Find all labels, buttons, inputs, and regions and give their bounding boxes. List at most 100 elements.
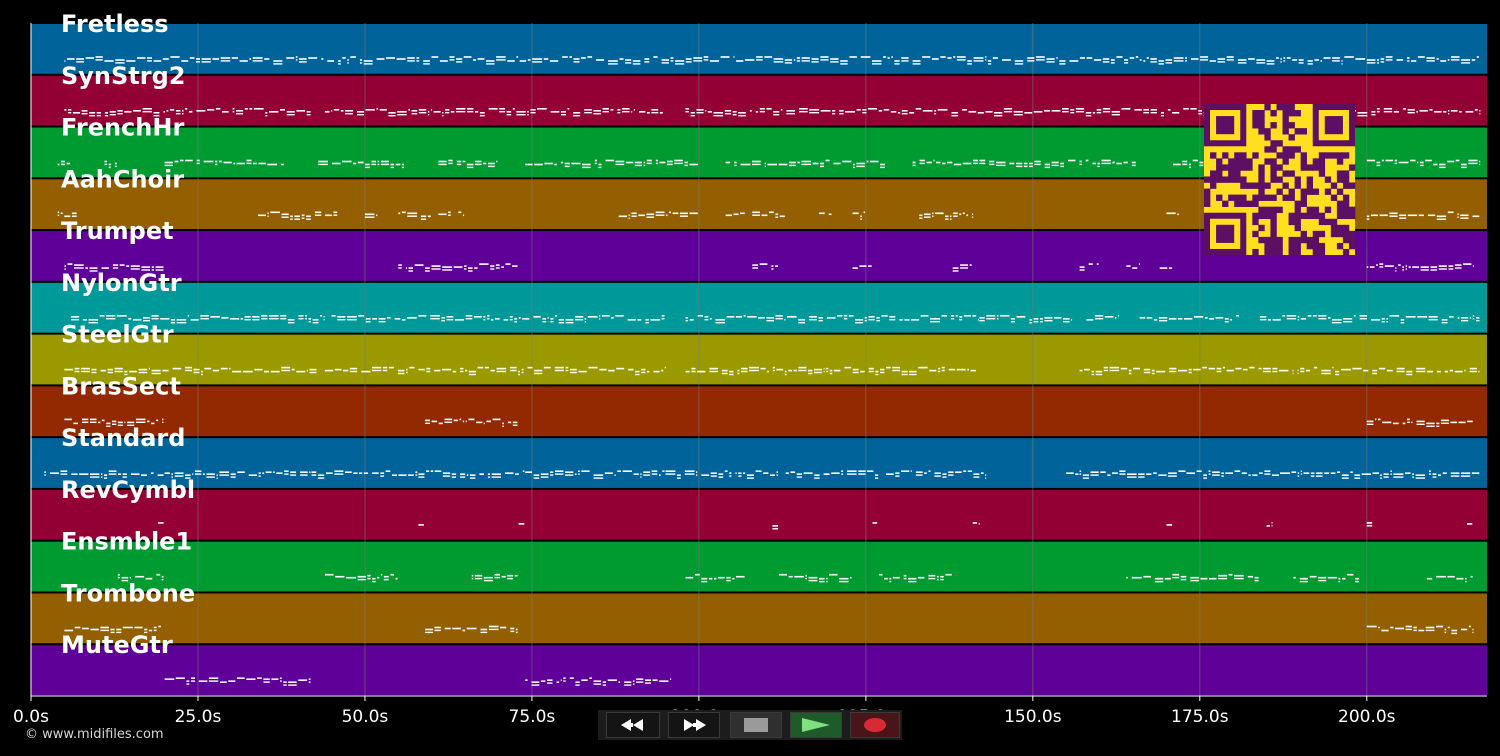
note xyxy=(298,679,308,681)
note xyxy=(643,164,646,167)
note xyxy=(487,318,490,320)
rewind-button[interactable] xyxy=(606,712,660,738)
note xyxy=(151,266,154,268)
qr-module xyxy=(1258,206,1265,214)
note xyxy=(1254,579,1259,582)
note xyxy=(690,115,695,117)
note xyxy=(496,59,506,61)
note xyxy=(889,577,892,580)
note xyxy=(864,317,867,319)
fast-forward-button[interactable] xyxy=(668,712,720,738)
note xyxy=(1396,367,1405,370)
note xyxy=(89,421,97,423)
note xyxy=(509,316,513,318)
note xyxy=(1393,476,1404,478)
note xyxy=(1138,263,1140,265)
note xyxy=(1357,112,1368,114)
note xyxy=(64,109,67,111)
note xyxy=(122,473,127,475)
track-lane-mutegtr xyxy=(31,645,1487,695)
note xyxy=(985,477,987,479)
play-button[interactable] xyxy=(790,712,842,738)
note xyxy=(1440,60,1447,62)
note xyxy=(1241,472,1247,474)
note xyxy=(118,473,122,475)
stop-button[interactable] xyxy=(730,712,782,738)
note xyxy=(1320,60,1322,62)
qr-module xyxy=(1294,212,1301,220)
note xyxy=(291,368,295,371)
record-button[interactable] xyxy=(850,712,900,738)
qr-module xyxy=(1294,128,1301,135)
note xyxy=(575,681,580,683)
note xyxy=(1425,159,1432,162)
note xyxy=(64,268,66,270)
note xyxy=(634,164,642,167)
note xyxy=(1472,315,1475,317)
qr-module xyxy=(1252,194,1259,201)
qr-module xyxy=(1234,194,1241,201)
note xyxy=(212,58,220,60)
tick-label: 175.0s xyxy=(1171,707,1229,727)
note xyxy=(1185,57,1187,59)
note xyxy=(372,318,377,320)
note xyxy=(684,473,695,475)
qr-module xyxy=(1312,242,1320,250)
note xyxy=(67,58,75,60)
note xyxy=(1378,626,1380,629)
note xyxy=(1465,577,1467,580)
qr-module xyxy=(1252,110,1259,117)
note xyxy=(1469,367,1477,370)
note xyxy=(646,159,652,162)
note xyxy=(1075,108,1085,110)
note xyxy=(674,162,683,165)
note xyxy=(269,111,279,113)
note xyxy=(593,683,602,685)
note xyxy=(232,111,235,113)
note xyxy=(1437,370,1441,373)
note xyxy=(684,161,688,164)
notes-ensmble1 xyxy=(117,573,1473,583)
note xyxy=(772,369,775,372)
qr-module xyxy=(1318,242,1326,250)
note xyxy=(117,573,120,576)
note xyxy=(112,420,117,423)
note xyxy=(1352,367,1362,370)
note xyxy=(979,317,985,319)
note xyxy=(814,371,822,374)
note xyxy=(176,319,187,321)
note xyxy=(635,370,640,373)
note xyxy=(685,58,692,60)
note xyxy=(814,368,822,371)
note xyxy=(1460,214,1469,217)
tick-label: 0.0s xyxy=(13,707,49,727)
note xyxy=(433,111,441,113)
qr-module xyxy=(1312,188,1320,195)
note xyxy=(265,112,268,114)
note xyxy=(82,627,89,630)
note xyxy=(1372,372,1378,375)
note xyxy=(219,471,229,473)
note xyxy=(962,212,965,215)
note xyxy=(1305,369,1311,372)
note xyxy=(1044,163,1050,166)
note xyxy=(1472,215,1480,218)
note xyxy=(889,580,892,583)
note xyxy=(852,212,859,215)
note xyxy=(170,319,176,321)
note xyxy=(798,369,807,372)
note xyxy=(1467,523,1473,525)
note xyxy=(312,319,319,321)
note xyxy=(408,267,413,269)
note xyxy=(196,61,200,63)
note xyxy=(468,267,473,269)
note xyxy=(480,631,488,634)
note xyxy=(338,60,341,62)
note xyxy=(661,62,669,64)
note xyxy=(832,113,836,115)
qr-module xyxy=(1264,158,1271,165)
note xyxy=(659,680,669,682)
note xyxy=(1248,474,1251,476)
note xyxy=(267,212,269,215)
note xyxy=(1381,318,1385,320)
